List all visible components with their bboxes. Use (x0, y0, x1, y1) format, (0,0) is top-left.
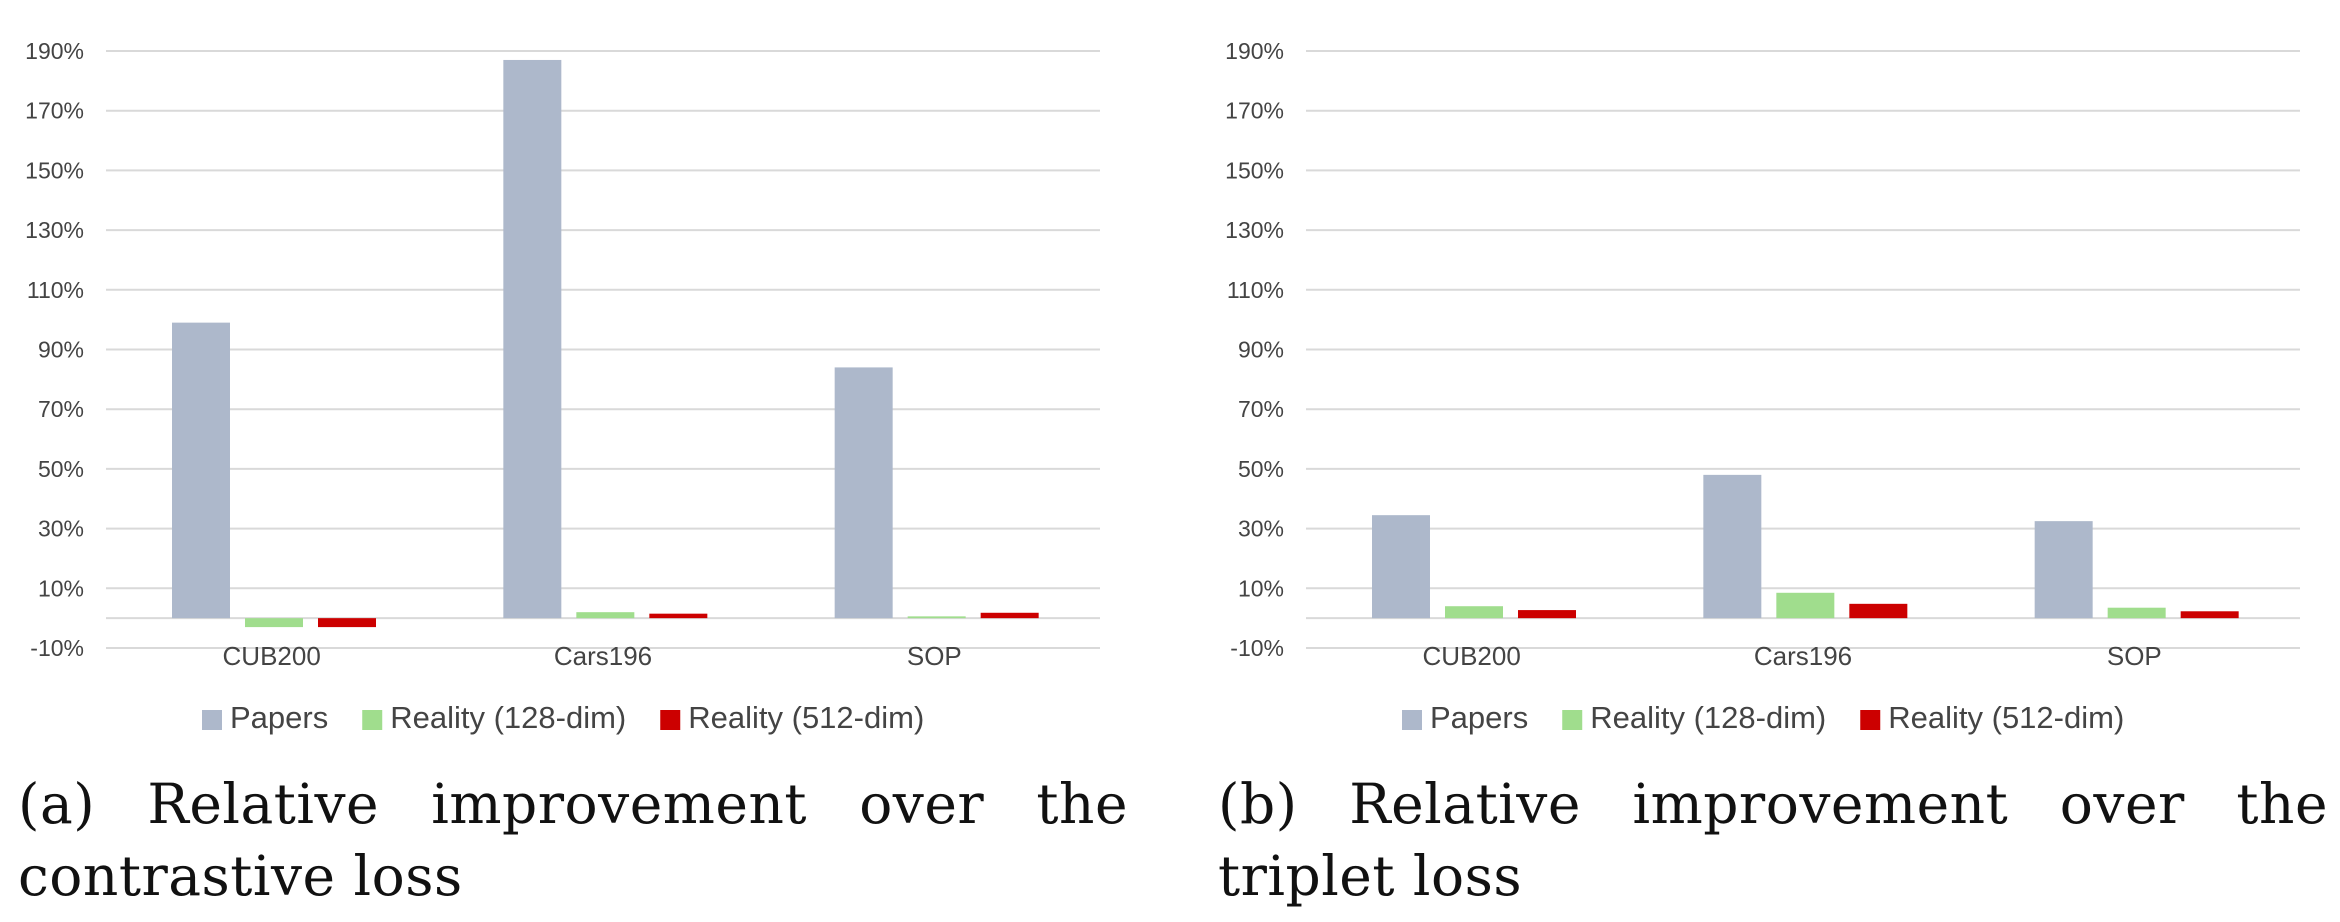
bar (1445, 606, 1503, 619)
category-label: Cars196 (1754, 641, 1852, 671)
bar (1703, 474, 1762, 619)
bar (1849, 603, 1908, 619)
chart-panel-a: 190% 170% 150% 130% 110% 90% 70% 50% 30% 10% -10% C… (18, 38, 1128, 908)
legend-label: Reality (512-dim) (688, 700, 924, 735)
bar (980, 612, 1039, 619)
legend-label: Reality (128-dim) (390, 700, 626, 735)
category-label: CUB200 (1423, 641, 1521, 671)
bar (576, 612, 635, 619)
bar (318, 618, 376, 628)
y-tick-label: 110% (27, 277, 84, 303)
y-tick-label: 190% (25, 38, 84, 64)
bar (907, 616, 966, 619)
bar (245, 618, 303, 628)
y-tick-label: 70% (1238, 396, 1284, 422)
y-tick-label: 150% (1225, 157, 1284, 183)
bar (2034, 521, 2093, 619)
legend-label: Papers (230, 700, 328, 735)
legend-swatch (1562, 710, 1583, 730)
bar (2180, 611, 2239, 619)
bar-chart-b: 190% 170% 150% 130% 110% 90% 70% 50% 30% 10% -10% C… (1225, 38, 2300, 735)
y-tick-label: 170% (1225, 98, 1284, 124)
y-tick-label: 10% (38, 575, 84, 601)
legend-swatch (202, 710, 222, 730)
y-tick-label: -10% (30, 635, 84, 661)
y-tick-label: 90% (38, 337, 84, 363)
legend-swatch (660, 710, 681, 730)
y-tick-label: 170% (25, 98, 84, 124)
y-tick-label: 50% (38, 456, 84, 482)
bar-chart-a: 190% 170% 150% 130% 110% 90% 70% 50% 30% 10% -10% C… (25, 38, 1100, 735)
category-label: SOP (2107, 641, 2162, 671)
y-tick-label: 30% (1238, 516, 1284, 542)
bar (1372, 515, 1430, 619)
y-tick-label: 150% (25, 157, 84, 183)
bar (649, 613, 708, 619)
bar (1776, 592, 1835, 619)
category-label: SOP (907, 641, 962, 671)
category-label: CUB200 (223, 641, 321, 671)
bar (1518, 610, 1576, 619)
y-tick-label: 110% (1227, 277, 1284, 303)
bar (834, 367, 893, 619)
legend-swatch (1402, 710, 1422, 730)
y-tick-label: 190% (1225, 38, 1284, 64)
legend-label: Papers (1430, 700, 1528, 735)
legend-swatch (1860, 710, 1881, 730)
category-label: Cars196 (554, 641, 652, 671)
bar (2107, 607, 2166, 619)
y-tick-label: 90% (1238, 337, 1284, 363)
y-tick-label: 70% (38, 396, 84, 422)
y-tick-label: 50% (1238, 456, 1284, 482)
chart-panel-b: 190% 170% 150% 130% 110% 90% 70% 50% 30% 10% -10% C… (1200, 0, 2340, 922)
y-tick-label: 30% (38, 516, 84, 542)
caption-a: (a) Relative improvement over the contra… (18, 772, 1128, 908)
y-tick-label: 130% (1225, 217, 1284, 243)
y-tick-label: -10% (1230, 635, 1284, 661)
caption-b: (b) Relative improvement over the triple… (1218, 772, 2328, 908)
legend-swatch (362, 710, 383, 730)
legend-label: Reality (128-dim) (1590, 700, 1826, 735)
bar (503, 59, 562, 619)
bar (172, 322, 230, 619)
y-tick-label: 10% (1238, 575, 1284, 601)
y-tick-label: 130% (25, 217, 84, 243)
legend-label: Reality (512-dim) (1888, 700, 2124, 735)
